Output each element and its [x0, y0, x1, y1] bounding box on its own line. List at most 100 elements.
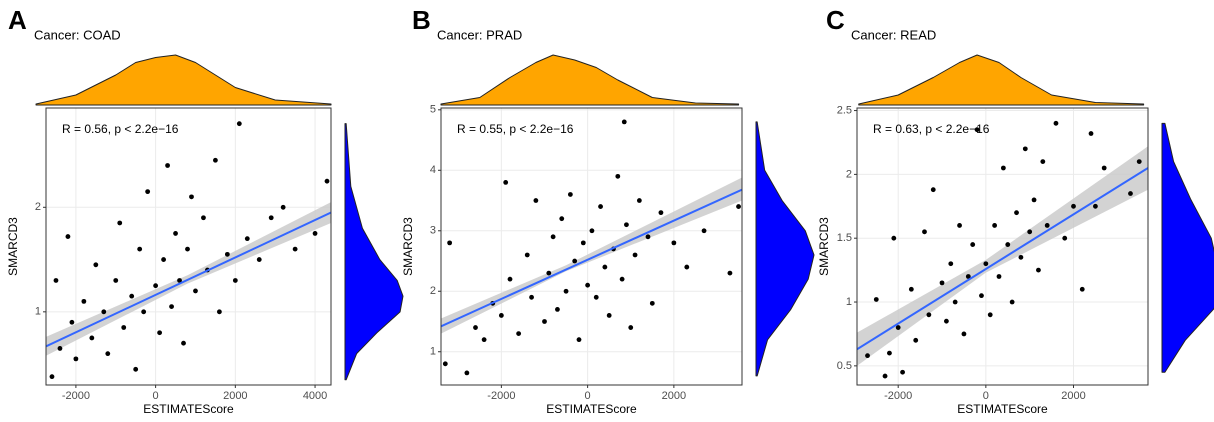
y-density [755, 121, 815, 377]
point [1128, 191, 1133, 196]
point [161, 257, 166, 262]
point [572, 258, 578, 264]
point [619, 276, 625, 282]
x-tick-label: 0 [153, 390, 159, 402]
x-tick-label: -2000 [884, 390, 912, 402]
y-tick-label: 4 [430, 164, 436, 176]
x-tick-label: 2000 [1061, 390, 1085, 402]
y-axis-label: SMARCD3 [6, 217, 20, 276]
point [948, 261, 954, 267]
point [93, 262, 99, 268]
point [1079, 286, 1085, 292]
point [473, 325, 478, 330]
y-tick-label: 2.5 [837, 104, 852, 116]
point [507, 276, 513, 282]
point [891, 235, 897, 241]
point [1101, 165, 1107, 171]
point [606, 313, 612, 318]
point [516, 331, 522, 336]
point [324, 178, 330, 184]
point [256, 257, 262, 262]
panel-letter: A [8, 5, 27, 35]
point [165, 163, 170, 168]
panel-title: Cancer: COAD [34, 27, 121, 42]
point [615, 173, 621, 179]
point [922, 229, 927, 235]
point [53, 278, 59, 283]
point [133, 366, 139, 372]
point [1044, 223, 1050, 228]
point [141, 309, 147, 315]
annotation: R = 0.63, p < 2.2e−16 [873, 122, 990, 136]
point [952, 299, 958, 305]
point [602, 264, 608, 270]
point [65, 234, 71, 239]
point [913, 337, 919, 343]
y-tick-label: 1 [430, 346, 436, 358]
x-tick-label: -2000 [62, 390, 90, 402]
point [701, 228, 707, 234]
point [1088, 131, 1094, 136]
point [559, 216, 565, 222]
point [1022, 146, 1028, 152]
point [213, 157, 218, 163]
point [1005, 242, 1011, 247]
panel: C Cancer: READ -2000 0 2000 0.5 1 1.5 2 2.5 R = 0.… [817, 5, 1214, 416]
point [900, 369, 905, 375]
point [865, 353, 870, 359]
point [105, 351, 111, 357]
point [145, 189, 151, 195]
plot-content [46, 121, 331, 380]
point [979, 293, 984, 299]
point [157, 330, 163, 336]
point [542, 319, 547, 324]
point [153, 283, 159, 289]
point [268, 215, 274, 221]
y-tick-label: 2 [430, 285, 436, 297]
point [589, 228, 595, 234]
plot-content [857, 120, 1148, 379]
point [1071, 203, 1076, 209]
point [1027, 229, 1033, 235]
plot-border [856, 107, 1149, 386]
point [1036, 267, 1041, 273]
point [944, 318, 949, 324]
plot-background [46, 108, 331, 385]
point [189, 194, 194, 200]
point [957, 223, 962, 228]
point [550, 234, 556, 240]
plot-border [440, 107, 743, 386]
point [992, 223, 998, 228]
point [555, 306, 560, 312]
point [658, 210, 664, 216]
point [129, 293, 135, 299]
point [236, 121, 242, 127]
point [887, 350, 892, 356]
point [624, 222, 629, 228]
confidence-band [441, 177, 742, 334]
point [1136, 159, 1142, 165]
x-density [858, 54, 1145, 106]
trend-line [441, 188, 742, 328]
point [1000, 165, 1006, 171]
point [216, 309, 222, 315]
point [649, 300, 655, 306]
point [1014, 210, 1019, 216]
point [1053, 120, 1059, 126]
y-tick-label: 2 [35, 201, 41, 213]
panel: B Cancer: PRAD -2000 0 2000 1 2 3 4 5 R = 0.55, p … [401, 5, 815, 416]
point [563, 288, 569, 294]
point [546, 270, 552, 276]
y-density [1161, 122, 1214, 373]
point [73, 356, 79, 362]
point [177, 278, 182, 283]
point [930, 187, 936, 193]
point [961, 331, 967, 337]
point [926, 312, 932, 318]
point [983, 261, 989, 267]
point [49, 374, 55, 380]
point [1018, 254, 1024, 260]
annotation: R = 0.56, p < 2.2e−16 [62, 122, 179, 136]
x-tick-label: 2000 [223, 390, 247, 402]
